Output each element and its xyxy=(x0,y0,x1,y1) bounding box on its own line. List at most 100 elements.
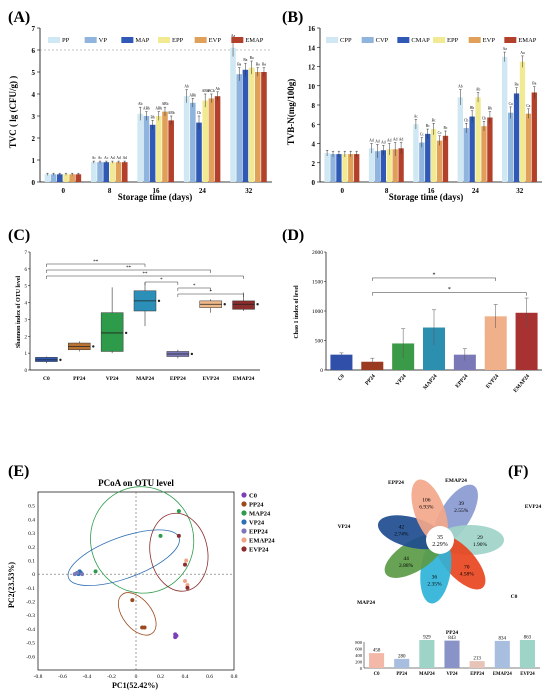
tvbn-y-tick-label: 4 xyxy=(312,141,316,149)
pcoa-point xyxy=(176,509,181,514)
tvbn-y-tick-label: 8 xyxy=(312,102,316,110)
tvc-y-tick-label: 7 xyxy=(32,25,36,33)
pcoa-x-tick-label: -0.8 xyxy=(34,674,43,680)
tvbn-y-tick-label: 16 xyxy=(308,25,316,33)
pcoa-x-tick-label: -0.4 xyxy=(83,674,92,680)
chao1-x-tick-label: EMAP24 xyxy=(513,373,532,394)
pcoa-x-tick-label: 0.4 xyxy=(182,674,189,680)
pcoa-x-tick-label: -0.6 xyxy=(58,674,67,680)
petal-name-label: EMAP24 xyxy=(445,478,467,484)
tvc-significance-label: Ac xyxy=(104,156,109,160)
tvc-legend-label: EMAP xyxy=(245,37,263,44)
otu-bar-y-tick-label: 400 xyxy=(355,653,363,658)
tvbn-legend: CPP CVP CMAP EPP EVP EMAP xyxy=(326,37,537,44)
shannon-box-chart: 0 1 2 3 4 5 6 7 C0 PP24 VP24 MAP24 EPP24 EVP24 EMAP24 *… xyxy=(25,251,260,382)
tvbn-y-tick-label: 2 xyxy=(312,160,316,168)
tvbn-significance-label: Ad xyxy=(381,140,386,144)
pcoa-point xyxy=(75,570,80,575)
shannon-point xyxy=(157,299,161,303)
otu-bar xyxy=(494,640,510,668)
tvbn-x-tick-label: 0 xyxy=(340,187,344,195)
pcoa-y-tick-label: 0 xyxy=(32,572,35,578)
pcoa-y-tick-label: -0.3 xyxy=(26,613,35,619)
shannon-point xyxy=(190,352,194,356)
petal-value: 44 xyxy=(403,556,409,562)
chao1-significance-label: * xyxy=(448,287,451,293)
tvc-bar xyxy=(236,74,243,182)
chao1-significance-label: * xyxy=(433,272,436,278)
tvbn-y-tick-label: 10 xyxy=(308,83,316,91)
shannon-point xyxy=(59,358,62,362)
tvc-legend-swatch xyxy=(48,37,60,43)
chao1-bar xyxy=(484,316,507,370)
pcoa-legend-marker xyxy=(241,519,247,525)
tvbn-x-tick-label: 32 xyxy=(516,187,524,195)
tvc-bar xyxy=(183,96,190,182)
tvc-bar xyxy=(208,98,215,182)
pcoa-point xyxy=(184,558,189,563)
pcoa-point xyxy=(142,625,147,630)
tvc-significance-label: Ba xyxy=(250,56,254,60)
tvc-significance-label: Ab xyxy=(138,102,143,106)
panel-d-label: (D) xyxy=(282,227,304,244)
petal-value: 42 xyxy=(399,525,405,531)
tvbn-significance-label: Bc xyxy=(426,124,430,128)
shannon-significance-label: * xyxy=(160,278,163,283)
pcoa-confidence-ellipse xyxy=(67,529,180,586)
panel-f-label: (F) xyxy=(508,463,528,480)
tvbn-bar xyxy=(436,140,443,182)
petal-core: 35 2.29% xyxy=(426,526,454,554)
tvbn-bar xyxy=(531,92,537,182)
petal-name-label: VP24 xyxy=(338,524,351,530)
shannon-y-tick-label: 3 xyxy=(25,318,28,323)
tvc-y-tick-label: 0 xyxy=(32,179,36,187)
pcoa-y-axis-label: PC2(23.53%) xyxy=(7,562,16,608)
tvc-y-axis-label: TVC ( lg (CFU/g) ) xyxy=(8,76,18,149)
pcoa-x-axis-label: PC1(52.42%) xyxy=(112,681,158,690)
petal-value: 36 xyxy=(432,575,438,581)
tvbn-bar xyxy=(380,150,386,182)
tvc-significance-label: ABb xyxy=(168,111,175,115)
pcoa-point xyxy=(183,562,187,567)
pcoa-legend-label: EMAP24 xyxy=(249,538,275,545)
tvc-y-tick-label: 6 xyxy=(32,47,36,55)
shannon-significance-bracket xyxy=(46,269,211,273)
tvc-significance-label: Ba xyxy=(262,63,266,67)
tvc-significance-label: Ba xyxy=(243,58,247,62)
chao1-significance-bracket xyxy=(372,292,527,296)
petal-percent: 2.74% xyxy=(394,532,409,538)
tvbn-significance-label: Ba xyxy=(515,83,519,87)
tvc-x-tick-label: 8 xyxy=(108,187,112,195)
shannon-x-tick-label: PP24 xyxy=(73,376,85,382)
petal-name-label: EVP24 xyxy=(525,504,542,510)
tvbn-bar xyxy=(368,148,375,182)
tvbn-significance-label: Aa xyxy=(503,47,508,51)
tvbn-bar xyxy=(487,117,493,182)
shannon-significance-bracket xyxy=(177,293,244,297)
otu-bar-value-label: 458 xyxy=(373,649,381,654)
tvc-significance-label: ABb xyxy=(155,107,162,111)
tvc-bar xyxy=(190,102,196,182)
tvbn-legend-swatch xyxy=(397,37,410,43)
shannon-significance-label: ** xyxy=(143,272,149,277)
tvc-significance-label: Ad xyxy=(116,156,121,160)
shannon-y-tick-label: 4 xyxy=(25,302,28,307)
panel-f: (F) 392.55% EMAP24 291.90% EVP24 704.58% C0 36… xyxy=(338,463,542,677)
tvbn-significance-label: Bc xyxy=(444,126,448,130)
chao1-y-tick-label: 2000 xyxy=(312,250,323,256)
tvbn-significance-label: Ab xyxy=(476,87,481,91)
shannon-significance-bracket xyxy=(46,263,146,267)
tvc-legend-label: PP xyxy=(62,37,70,44)
panel-c-label: (C) xyxy=(8,227,30,244)
shannon-significance-bracket xyxy=(177,287,211,291)
pcoa-confidence-ellipse xyxy=(117,592,157,636)
pcoa-y-tick-label: -0.2 xyxy=(26,600,35,606)
tvc-bar xyxy=(103,162,109,182)
tvbn-bar xyxy=(431,129,437,182)
tvbn-bar xyxy=(469,116,475,182)
shannon-point xyxy=(124,331,128,335)
tvc-significance-label: Ad xyxy=(123,156,128,160)
petal-core-pct: 2.29% xyxy=(432,542,448,548)
pcoa-point xyxy=(185,585,190,590)
tvc-significance-label: Aa xyxy=(231,34,236,38)
